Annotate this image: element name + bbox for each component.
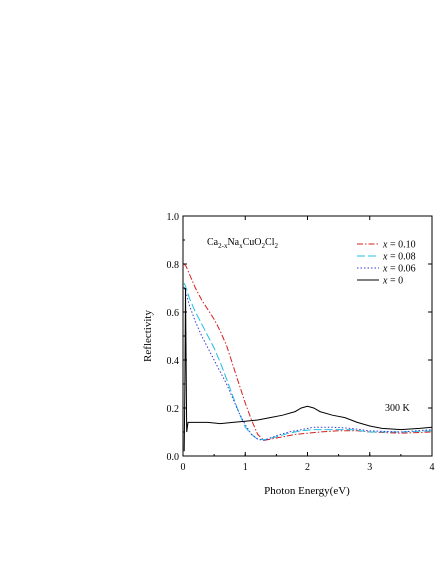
x-axis-label: Photon Energy(eV) <box>264 485 350 497</box>
ticks-group: 0 1 2 3 4 0.0 0.2 0.4 0.6 0.8 1.0 <box>167 212 435 473</box>
compound-sub4: 2 <box>274 242 278 250</box>
series-line-1 <box>183 283 433 441</box>
x-tick-label: 1 <box>243 462 248 473</box>
y-tick-label: 0.0 <box>167 452 180 463</box>
y-axis-label: Reflectivity <box>142 310 154 362</box>
y-tick-label: 1.0 <box>167 212 180 223</box>
x-tick-label: 4 <box>430 462 435 473</box>
compound-na: Na <box>227 237 239 248</box>
compound-cl: Cl <box>265 237 275 248</box>
series-line-3 <box>183 287 433 452</box>
legend-label-1: x = 0.08 <box>382 252 416 263</box>
y-tick-label: 0.6 <box>167 308 180 319</box>
compound-label: Ca2-xNaxCuO2Cl2 <box>207 237 278 250</box>
x-tick-label: 3 <box>367 462 372 473</box>
x-tick-label: 0 <box>181 462 186 473</box>
y-tick-label: 0.8 <box>167 260 180 271</box>
compound-sub3: 2 <box>262 242 266 250</box>
series-line-2 <box>183 287 433 441</box>
compound-ca: Ca <box>207 237 219 248</box>
legend-label-0: x = 0.10 <box>382 240 416 251</box>
compound-sub1: 2-x <box>218 242 228 250</box>
temperature-label: 300 K <box>385 403 411 414</box>
compound-sub2: x <box>239 242 243 250</box>
y-tick-label: 0.4 <box>167 356 180 367</box>
y-tick-label: 0.2 <box>167 404 180 415</box>
legend-label-2: x = 0.06 <box>382 264 416 275</box>
x-tick-label: 2 <box>305 462 310 473</box>
compound-cuo: CuO <box>243 237 262 248</box>
legend-label-3: x = 0 <box>382 276 403 287</box>
curves-group <box>183 263 433 452</box>
series-line-0 <box>183 263 433 441</box>
legend: x = 0.10x = 0.08x = 0.06x = 0 <box>357 240 416 287</box>
